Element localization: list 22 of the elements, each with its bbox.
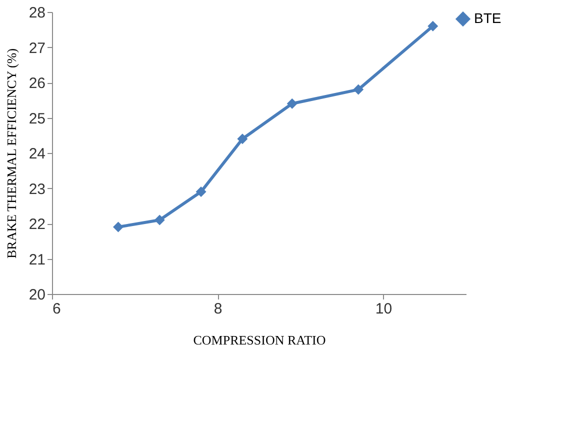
point: [428, 20, 438, 32]
y-tick-label: 28: [28, 4, 46, 22]
legend-label: BTE: [474, 10, 502, 26]
point: [353, 84, 364, 95]
x-tick-label: 10: [375, 300, 392, 318]
y-tick-label: 26: [28, 75, 46, 92]
y-tick-label: 22: [28, 216, 46, 233]
x-axis-title: COMPRESSION RATIO: [193, 332, 326, 348]
y-tick-label: 21: [28, 251, 46, 268]
y-tick-label: 24: [28, 146, 46, 162]
point: [196, 186, 206, 198]
y-tick-label: 23: [28, 180, 46, 198]
point: [237, 134, 248, 144]
point: [112, 222, 124, 232]
x-tick-label: 8: [214, 300, 222, 318]
y-axis-title: BRAKE THERMAL EFFICIENCY (%): [4, 48, 19, 259]
y-tick-label: 25: [28, 110, 46, 128]
x-tick-label: 6: [52, 300, 61, 318]
point: [154, 214, 165, 226]
y-tick-label: 27: [28, 40, 46, 57]
y-tick-label: 20: [28, 286, 46, 304]
point: [286, 98, 298, 109]
